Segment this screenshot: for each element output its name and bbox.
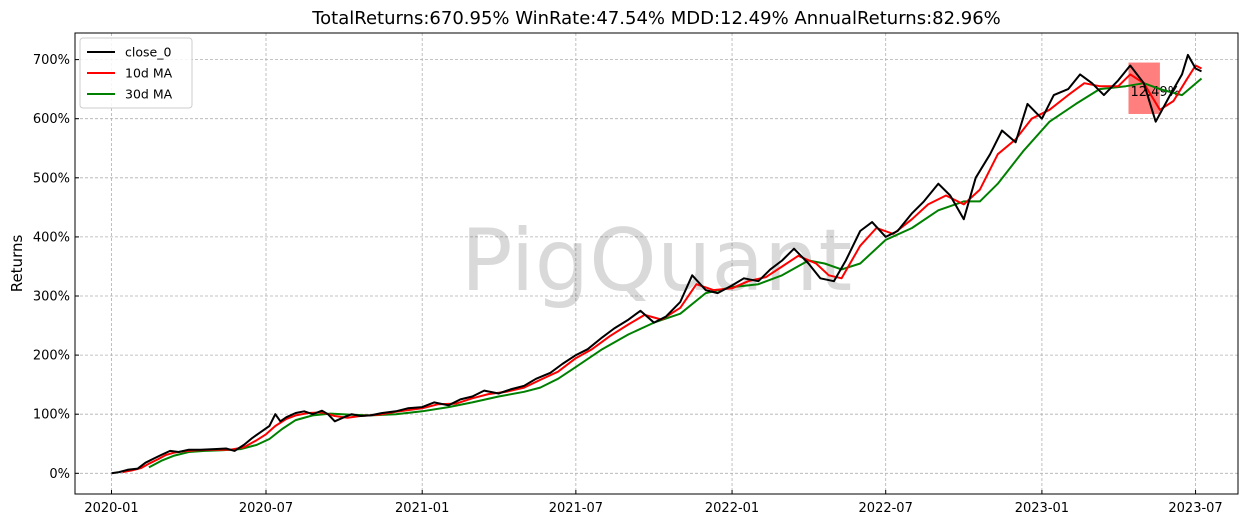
x-tick-label: 2021-07 xyxy=(549,501,603,516)
plot-frame xyxy=(74,32,1239,495)
x-tick-label: 2022-01 xyxy=(705,501,759,516)
y-tick-label: 200% xyxy=(33,349,70,364)
legend-box xyxy=(79,37,193,109)
y-tick-label: 500% xyxy=(33,171,70,186)
x-tick-label: 2023-01 xyxy=(1015,501,1069,516)
watermark: PigQuant xyxy=(461,211,853,311)
y-axis-label: Returns xyxy=(8,235,26,293)
grid xyxy=(75,33,1238,494)
y-tick-label: 100% xyxy=(33,408,70,423)
x-tick-label: 2023-07 xyxy=(1168,501,1222,516)
x-tick-label: 2020-07 xyxy=(239,501,293,516)
series-lines xyxy=(111,53,1203,475)
chart-title: TotalReturns:670.95% WinRate:47.54% MDD:… xyxy=(311,8,1001,29)
drawdown-label: 12.49% xyxy=(1130,85,1180,100)
y-tick-label: 0% xyxy=(49,467,70,482)
legend-label: close_0 xyxy=(125,45,171,60)
y-tick-label: 600% xyxy=(33,112,70,127)
legend-label: 30d MA xyxy=(125,87,173,102)
series-line-30d-ma xyxy=(148,77,1203,469)
y-tick-label: 700% xyxy=(33,53,70,68)
x-tick-label: 2020-01 xyxy=(84,501,138,516)
x-tick-label: 2021-01 xyxy=(395,501,449,516)
y-axis-ticks: 0% 100% 200% 300% 400% 500% 600% 700% xyxy=(33,53,79,482)
drawdown-region: 12.49% xyxy=(1128,62,1180,114)
series-line-close-0 xyxy=(111,53,1202,475)
x-axis-ticks: 2020-01 2020-07 2021-01 2021-07 2022-01 2022-… xyxy=(84,490,1223,516)
y-tick-label: 400% xyxy=(33,230,70,245)
x-tick-label: 2022-07 xyxy=(859,501,913,516)
legend-label: 10d MA xyxy=(125,66,173,81)
series-line-10d-ma xyxy=(122,64,1202,474)
y-tick-label: 300% xyxy=(33,290,70,305)
legend: close_0 10d MA 30d MA xyxy=(79,37,193,109)
